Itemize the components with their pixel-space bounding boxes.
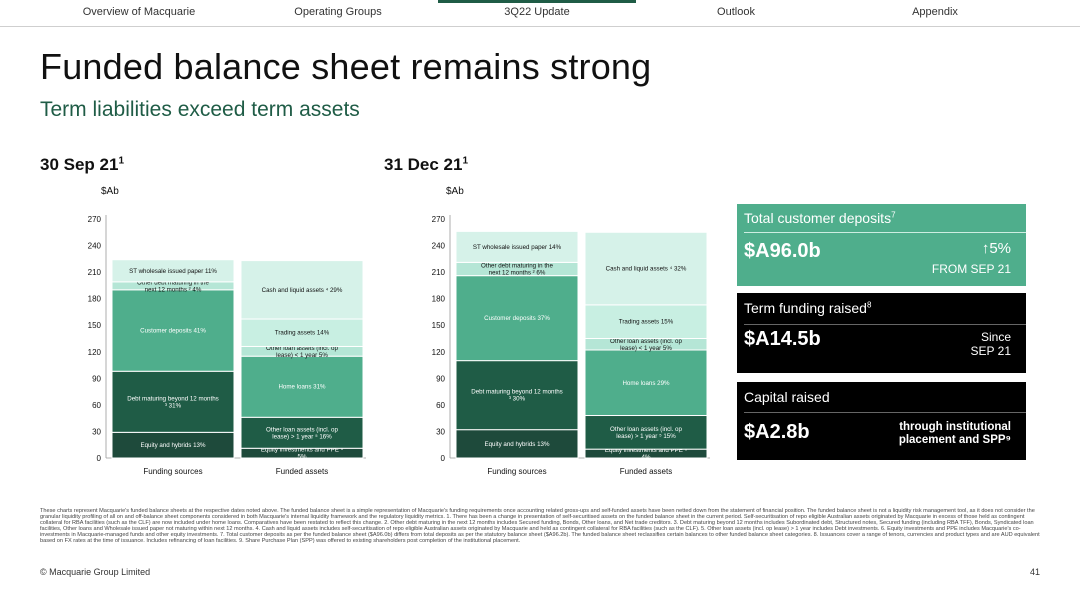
y-tick-label: 120 <box>88 348 102 357</box>
segment-label: ST wholesale issued paper 11% <box>129 268 217 275</box>
y-tick-label: 180 <box>88 295 102 304</box>
segment-label: next 12 months ² 4% <box>145 286 202 293</box>
y-tick-label: 0 <box>441 454 446 463</box>
deposits-divider <box>744 232 1026 233</box>
y-tick-label: 210 <box>88 268 102 277</box>
segment-label: Home loans 31% <box>278 384 326 391</box>
term-funding-note: Since SEP 21 <box>971 330 1011 358</box>
nav-active-indicator <box>438 0 636 3</box>
x-category-label: Funded assets <box>620 467 672 476</box>
y-tick-label: 240 <box>432 242 446 251</box>
segment-label: Customer deposits 41% <box>140 328 206 335</box>
deposits-value: $A96.0b <box>744 240 821 263</box>
segment-label: Debt maturing beyond 12 months <box>471 389 563 396</box>
segment-label: lease) < 1 year 5% <box>620 345 672 352</box>
capital-divider <box>744 412 1026 413</box>
y-tick-label: 270 <box>432 215 446 224</box>
term-funding-divider <box>744 324 1026 325</box>
segment-label: Other loan assets (incl. op <box>266 426 338 433</box>
segment-label: Equity and hybrids 13% <box>484 441 550 448</box>
segment-label: Equity and hybrids 13% <box>140 442 206 449</box>
segment-label: ST wholesale issued paper 14% <box>473 244 562 251</box>
segment-label: Debt maturing beyond 12 months <box>127 395 219 402</box>
chart2-stacked-bar: 0 30 60 90 120 150 180 210 240 270 Equity and hybr… <box>414 200 714 490</box>
y-tick-label: 180 <box>432 295 446 304</box>
segment-label: Cash and liquid assets ⁴ 32% <box>606 266 687 273</box>
y-tick-label: 90 <box>92 374 101 383</box>
segment-label: Cash and liquid assets ⁴ 29% <box>262 287 343 294</box>
y-tick-label: 150 <box>432 321 446 330</box>
deposits-change: ↑5% <box>982 240 1011 257</box>
copyright: © Macquarie Group Limited <box>40 567 150 577</box>
capital-note: through institutional placement and SPP⁹ <box>899 421 1011 447</box>
nav-tab-outlook[interactable]: Outlook <box>637 6 835 18</box>
y-tick-label: 270 <box>88 215 102 224</box>
x-category-label: Funding sources <box>487 467 546 476</box>
nav-tab-appendix[interactable]: Appendix <box>836 6 1034 18</box>
segment-label: Trading assets 14% <box>275 330 330 337</box>
nav-tab-operating-groups[interactable]: Operating Groups <box>239 6 437 18</box>
segment-label: 5% <box>298 454 307 461</box>
nav-tab-overview[interactable]: Overview of Macquarie <box>40 6 238 18</box>
segment-label: Trading assets 15% <box>619 319 674 326</box>
deposits-card: Total customer deposits7 $A96.0b ↑5% FRO… <box>737 204 1026 286</box>
page-title: Funded balance sheet remains strong <box>40 46 651 88</box>
segment-label: ³ 31% <box>165 402 182 409</box>
y-tick-label: 150 <box>88 321 102 330</box>
chart2-unit: $Ab <box>446 186 464 197</box>
segment-label: 4% <box>642 454 651 461</box>
top-nav: Overview of Macquarie Operating Groups 3… <box>0 0 1080 27</box>
segment-label: lease) > 1 year ⁵ 16% <box>272 433 332 440</box>
segment-label: Other debt maturing in the <box>481 263 553 270</box>
term-funding-card: Term funding raised8 $A14.5b Since SEP 21 <box>737 293 1026 373</box>
y-tick-label: 30 <box>436 427 445 436</box>
chart1-title: 30 Sep 211 <box>40 155 124 175</box>
y-tick-label: 30 <box>92 427 101 436</box>
term-funding-value: $A14.5b <box>744 328 821 351</box>
deposits-change-note: FROM SEP 21 <box>932 262 1011 276</box>
y-tick-label: 90 <box>436 374 445 383</box>
x-category-label: Funding sources <box>143 467 202 476</box>
deposits-label: Total customer deposits7 <box>744 210 896 226</box>
chart1-unit: $Ab <box>101 186 119 197</box>
y-tick-label: 0 <box>97 454 102 463</box>
page-subtitle: Term liabilities exceed term assets <box>40 98 360 122</box>
x-category-label: Funded assets <box>276 467 328 476</box>
page-number: 41 <box>1030 567 1040 577</box>
y-tick-label: 240 <box>88 242 102 251</box>
segment-label: Home loans 29% <box>622 380 670 387</box>
segment-label: ³ 30% <box>509 396 526 403</box>
y-tick-label: 210 <box>432 268 446 277</box>
segment-label: Other loan assets (incl. op <box>610 426 682 433</box>
y-tick-label: 60 <box>436 401 445 410</box>
segment-label: lease) < 1 year 5% <box>276 352 328 359</box>
capital-card: Capital raised $A2.8b through institutio… <box>737 382 1026 460</box>
term-funding-label: Term funding raised8 <box>744 300 871 316</box>
segment-label: Customer deposits 37% <box>484 315 550 322</box>
chart1-stacked-bar: 0 30 60 90 120 150 180 210 240 270 Equity and hybr… <box>70 200 370 490</box>
y-tick-label: 120 <box>432 348 446 357</box>
segment-label: lease) > 1 year ⁵ 15% <box>616 433 676 440</box>
chart2-title: 31 Dec 211 <box>384 155 468 175</box>
capital-label: Capital raised <box>744 389 830 405</box>
nav-tab-3q22-update[interactable]: 3Q22 Update <box>438 6 636 18</box>
footnotes: These charts represent Macquarie's funde… <box>40 508 1040 545</box>
capital-value: $A2.8b <box>744 421 810 444</box>
y-tick-label: 60 <box>92 401 101 410</box>
segment-label: next 12 months ² 6% <box>489 270 546 277</box>
